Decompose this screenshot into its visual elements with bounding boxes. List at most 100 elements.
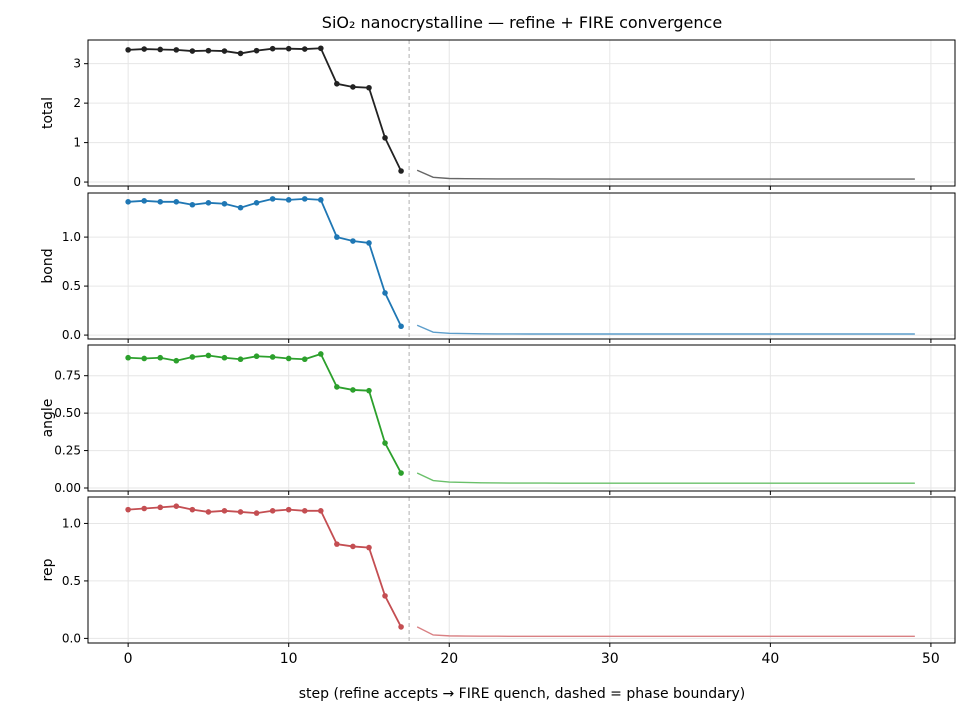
y-tick-label: 3 — [73, 57, 81, 71]
panel-frame — [87, 344, 956, 492]
data-point-refine — [189, 201, 196, 208]
data-point-refine — [382, 290, 388, 296]
panel-frame — [87, 496, 956, 644]
data-point-refine — [366, 84, 372, 91]
x-axis-label: step (refine accepts → FIRE quench, dash… — [299, 686, 745, 702]
data-point-refine — [205, 509, 212, 515]
data-point-refine — [285, 45, 292, 52]
y-tick-label: 0.75 — [54, 369, 81, 383]
data-point-refine — [189, 506, 196, 513]
data-point-refine — [141, 198, 147, 204]
data-point-refine — [269, 507, 276, 514]
data-point-refine — [334, 384, 340, 390]
data-point-refine — [253, 510, 260, 516]
y-axis-label: rep — [40, 558, 56, 581]
series-line-fire-bond — [416, 324, 915, 335]
data-point-refine — [221, 48, 228, 54]
x-tick-label: 10 — [280, 651, 298, 667]
x-tick-label: 30 — [601, 651, 619, 667]
data-point-refine — [269, 354, 276, 360]
y-tick-label: 0.25 — [54, 444, 81, 458]
y-axis-label: total — [40, 97, 56, 129]
data-point-refine — [318, 351, 324, 357]
data-point-refine — [301, 356, 308, 363]
data-point-refine — [350, 387, 356, 393]
data-point-refine — [125, 47, 131, 53]
data-point-refine — [350, 84, 356, 90]
data-point-refine — [157, 199, 164, 205]
data-point-refine — [205, 47, 212, 54]
data-point-refine — [350, 238, 356, 244]
data-point-refine — [221, 200, 228, 207]
data-point-refine — [157, 504, 164, 511]
data-point-refine — [366, 544, 372, 551]
series-line-fire-rep — [416, 626, 915, 638]
data-point-refine — [382, 135, 388, 141]
data-point-refine — [125, 506, 131, 513]
data-point-refine — [301, 196, 308, 202]
y-tick-label: 0 — [73, 175, 81, 189]
y-tick-label: 0.0 — [62, 328, 81, 342]
data-point-refine — [221, 354, 228, 361]
data-point-refine — [301, 507, 308, 514]
data-point-refine — [398, 323, 404, 330]
x-tick-label: 0 — [124, 651, 133, 667]
y-tick-label: 2 — [73, 96, 81, 110]
data-point-refine — [253, 199, 260, 206]
data-point-refine — [237, 509, 244, 515]
data-point-refine — [237, 356, 244, 363]
data-point-refine — [253, 47, 260, 54]
data-point-refine — [318, 507, 324, 514]
data-point-refine — [334, 81, 340, 87]
y-tick-label: 0.0 — [62, 631, 81, 645]
data-point-refine — [285, 197, 292, 203]
data-point-refine — [157, 354, 164, 361]
data-point-refine — [173, 199, 180, 205]
y-tick-label: 1.0 — [62, 230, 81, 244]
y-axis-label: bond — [40, 248, 56, 283]
data-point-refine — [141, 505, 147, 512]
y-tick-label: 1 — [73, 136, 81, 150]
data-point-refine — [269, 196, 276, 202]
data-point-refine — [237, 50, 244, 57]
data-point-refine — [157, 46, 164, 53]
data-point-refine — [125, 354, 131, 361]
chart-title: SiO₂ nanocrystalline — refine + FIRE con… — [322, 13, 722, 32]
data-point-refine — [141, 355, 147, 362]
data-point-refine — [237, 204, 244, 211]
panel-frame — [87, 192, 956, 340]
data-point-refine — [189, 354, 196, 360]
y-tick-label: 0.50 — [54, 406, 81, 420]
data-point-refine — [350, 543, 356, 550]
y-tick-label: 0.5 — [62, 279, 81, 293]
data-point-refine — [221, 507, 228, 514]
series-line-fire-total — [416, 169, 915, 180]
data-point-refine — [141, 46, 147, 52]
panel-angle: 0.00 0.25 0.50 0.75 angle — [40, 344, 956, 495]
x-tick-label: 50 — [922, 651, 940, 667]
panels-group: 0123total0.00.51.0bond0.000.250.500.75an… — [40, 39, 956, 667]
data-point-refine — [318, 45, 324, 52]
series-line-refine-rep — [128, 505, 402, 628]
data-point-refine — [398, 168, 404, 174]
data-point-refine — [382, 440, 388, 446]
y-tick-label: 1.0 — [62, 516, 81, 530]
data-point-refine — [269, 45, 276, 52]
series-line-refine-total — [128, 47, 402, 172]
data-point-refine — [366, 240, 372, 246]
data-point-refine — [173, 357, 180, 364]
data-point-refine — [334, 234, 340, 240]
data-point-refine — [382, 593, 388, 599]
y-tick-label: 0.5 — [62, 574, 81, 588]
panel-rep: 0 10 20 30 40 50 0.0 0.5 1.0 rep — [40, 496, 956, 667]
panel-frame — [87, 39, 956, 187]
x-tick-label: 40 — [761, 651, 779, 667]
data-point-refine — [125, 199, 131, 205]
data-point-refine — [285, 355, 292, 362]
data-point-refine — [301, 46, 308, 52]
data-point-refine — [285, 506, 292, 513]
y-tick-label: 0.00 — [54, 481, 81, 495]
data-point-refine — [173, 503, 180, 509]
data-point-refine — [398, 470, 404, 476]
